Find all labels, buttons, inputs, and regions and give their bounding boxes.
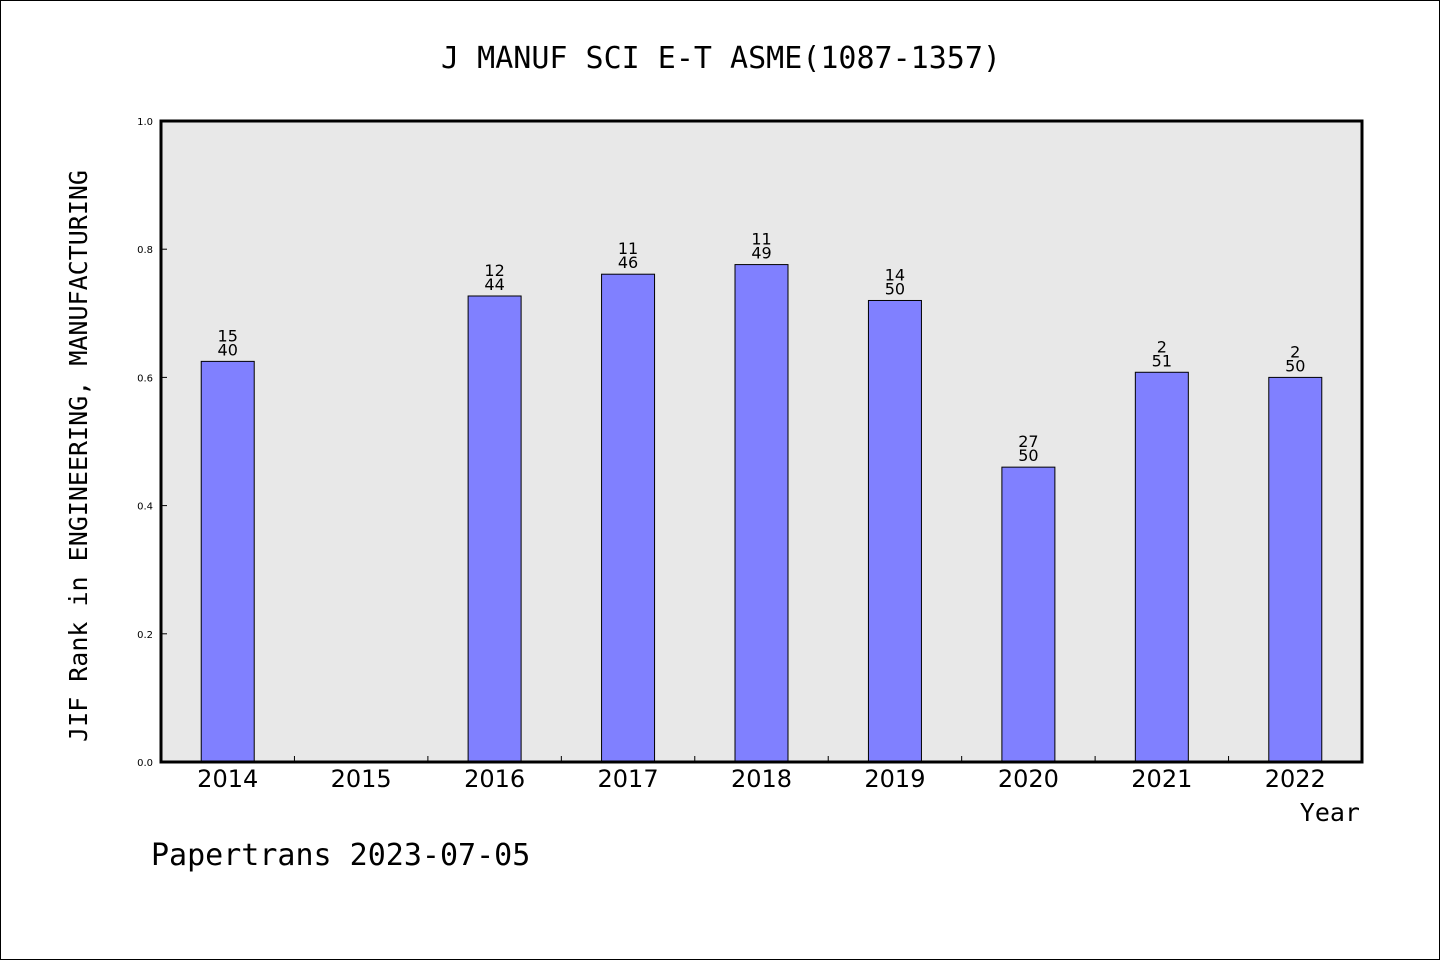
bar-2019 — [867, 299, 922, 763]
chart-title: J MANUF SCI E-T ASME(1087-1357) — [441, 41, 1001, 76]
x-tick-label: 2018 — [731, 765, 792, 793]
x-tick-label: 2021 — [1131, 765, 1192, 793]
x-tick-label: 2019 — [864, 765, 925, 793]
bar-total-label: 51 — [1152, 351, 1172, 370]
x-axis-label: Year — [1300, 798, 1360, 827]
bar-total-label: 49 — [751, 244, 771, 263]
bar-2020 — [1001, 466, 1056, 763]
bar-rank-label: 11 — [751, 230, 771, 249]
bar-2016 — [467, 295, 522, 763]
plot-border — [159, 119, 1364, 764]
y-tick-label: 1.0 — [137, 117, 153, 128]
x-tick-label: 2015 — [331, 765, 392, 793]
y-tick-label: 0.8 — [137, 245, 153, 256]
x-tick-label: 2022 — [1265, 765, 1326, 793]
bar-rank-label: 2 — [1157, 337, 1167, 356]
bar-2022 — [1268, 376, 1323, 763]
bar-2018 — [734, 264, 789, 763]
bar-2014 — [200, 360, 255, 763]
footer-credit: Papertrans 2023-07-05 — [151, 838, 530, 873]
y-axis-label: JIF Rank in ENGINEERING, MANUFACTURING — [64, 170, 93, 742]
bar-rank-label: 27 — [1018, 432, 1038, 451]
bar-rank-label: 2 — [1290, 342, 1300, 361]
bar-rank-label: 11 — [618, 239, 638, 258]
x-tick-label: 2020 — [998, 765, 1059, 793]
bar-2017 — [601, 273, 656, 763]
y-tick-label: 0.4 — [137, 502, 153, 513]
y-tick-label: 0.2 — [137, 630, 153, 641]
bar-total-label: 40 — [218, 340, 238, 359]
bar-2021 — [1134, 371, 1189, 763]
bar-total-label: 50 — [885, 279, 905, 298]
y-tick-label: 0.0 — [137, 758, 153, 769]
x-tick-label: 2016 — [464, 765, 525, 793]
y-tick-label: 0.6 — [137, 373, 153, 384]
bar-rank-label: 14 — [885, 265, 905, 284]
bar-total-label: 50 — [1285, 356, 1305, 375]
bar-total-label: 44 — [484, 275, 504, 294]
x-tick-label: 2017 — [598, 765, 659, 793]
x-tick-label: 2014 — [197, 765, 258, 793]
bar-total-label: 46 — [618, 253, 638, 272]
bar-total-label: 50 — [1018, 446, 1038, 465]
ticks-group: 0.0 0.2 0.4 0.6 0.8 1.0 2014 2015 2016 2017 2018 20… — [137, 117, 1326, 793]
bar-rank-label: 15 — [218, 326, 238, 345]
bar-rank-label: 12 — [484, 261, 504, 280]
